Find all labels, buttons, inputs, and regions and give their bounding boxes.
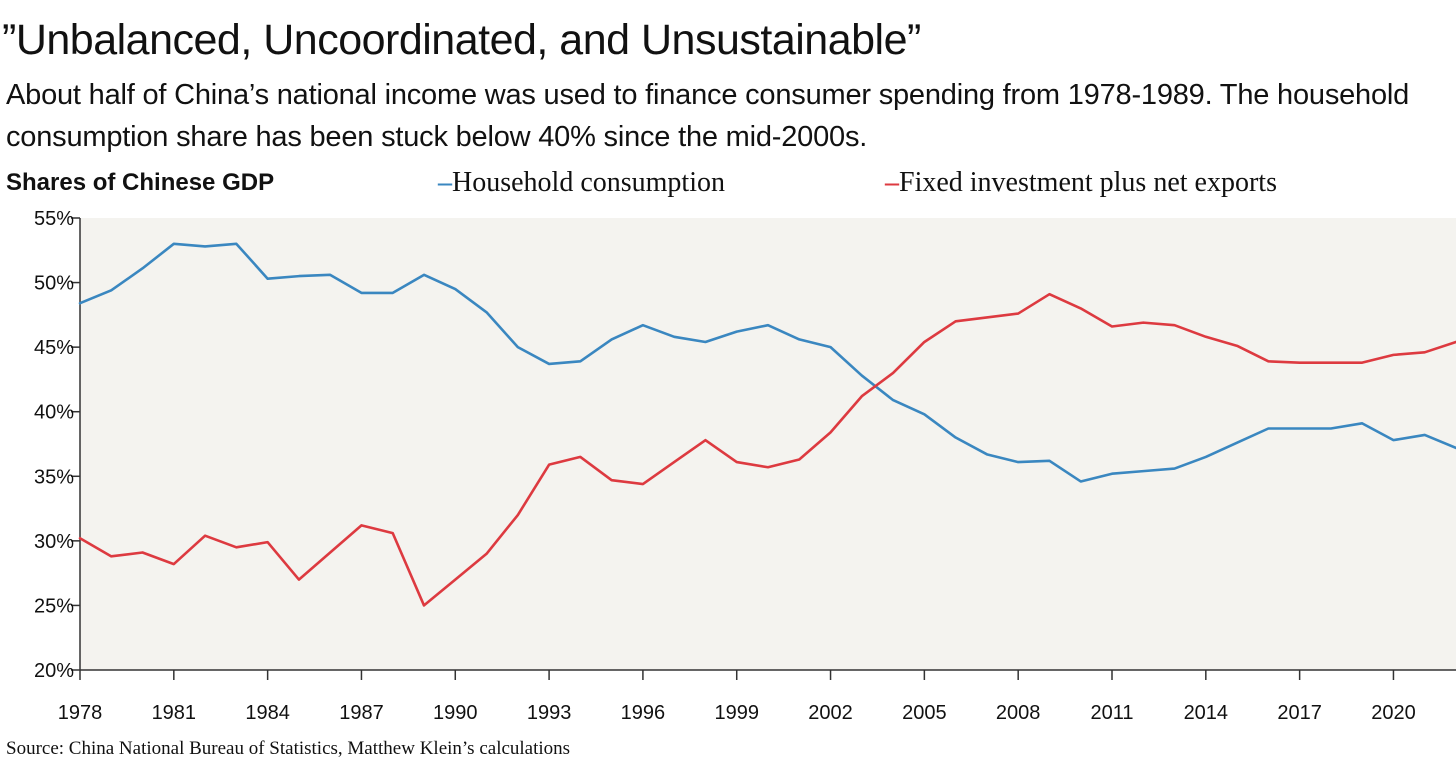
x-tick-label: 1978 [58,702,103,724]
page-subtitle: About half of China’s national income wa… [6,79,1410,153]
legend-household-marker: – [438,167,452,198]
x-tick-label: 2008 [996,702,1041,724]
ticks: 20% 25% 30% 35% 40% 45% 50% 55% 1978 1981 1984 1987… [34,208,1416,724]
x-tick-label: 1984 [245,702,290,724]
legend-investment: –Fixed investment plus net exports [885,166,1277,200]
x-tick-label: 2011 [1090,702,1133,724]
y-tick-label: 40% [34,402,74,424]
x-tick-label: 2002 [808,702,853,724]
x-tick-label: 1990 [433,702,478,724]
legend-household-label: Household consumption [452,167,725,198]
x-tick-label: 1999 [714,702,759,724]
x-tick-label: 2020 [1371,702,1416,724]
plot-area [80,218,1456,670]
x-tick-label: 2017 [1277,702,1322,724]
y-tick-label: 20% [34,660,74,682]
x-tick-label: 1996 [621,702,666,724]
x-tick-label: 1993 [527,702,572,724]
y-tick-label: 35% [34,466,74,488]
series-lines [78,242,1456,607]
y-tick-label: 45% [34,337,74,359]
series-line-household-consumption [78,242,1456,483]
legend-investment-label: Fixed investment plus net exports [899,167,1277,198]
legend-household: –Household consumption [438,166,725,200]
x-tick-label: 2005 [902,702,947,724]
y-tick-label: 50% [34,273,74,295]
source-note: Source: China National Bureau of Statist… [6,738,571,759]
y-tick-label: 25% [34,595,74,617]
x-tick-label: 2014 [1184,702,1229,724]
y-tick-label: 55% [34,208,74,230]
y-tick-label: 30% [34,531,74,553]
page-title: ”Unbalanced, Uncoordinated, and Unsustai… [2,16,921,64]
axes [79,218,1456,671]
series-line-fixed-investment-net-exports [78,292,1456,607]
x-tick-label: 1987 [339,702,384,724]
chart-title: Shares of Chinese GDP [6,169,275,196]
x-tick-label: 1981 [152,702,197,724]
legend-investment-marker: – [885,167,899,198]
